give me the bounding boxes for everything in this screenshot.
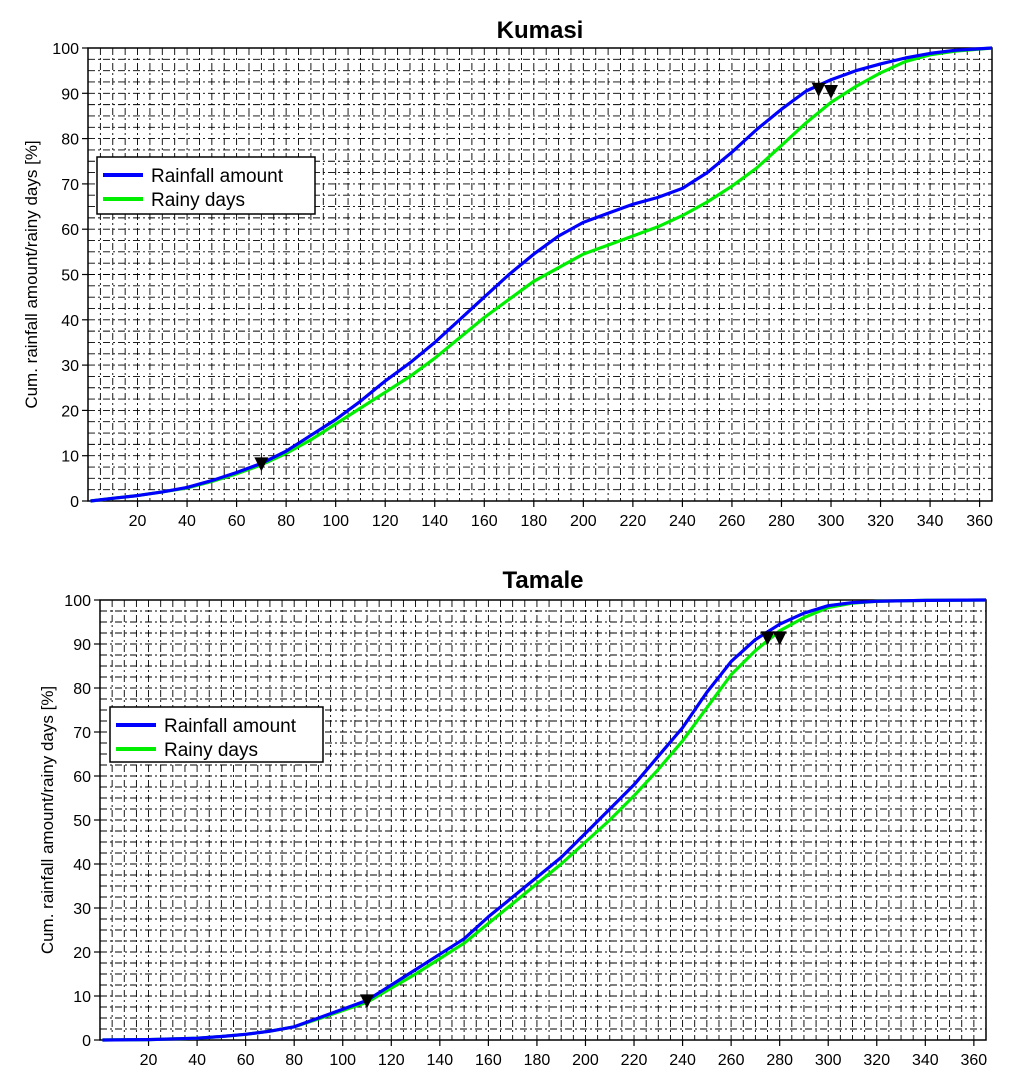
x-tick-label: 300 <box>818 513 845 530</box>
y-axis-label: Cum. rainfall amount/rainy days [%] <box>22 140 41 408</box>
x-tick-label: 280 <box>768 513 795 530</box>
y-tick-label: 100 <box>64 593 91 610</box>
x-tick-label: 200 <box>570 513 597 530</box>
x-tick-label: 120 <box>378 1052 405 1069</box>
y-tick-label: 100 <box>52 41 79 58</box>
x-tick-label: 80 <box>285 1052 303 1069</box>
x-tick-label: 360 <box>961 1052 988 1069</box>
y-tick-label: 10 <box>61 449 79 466</box>
marker-triangle <box>772 631 787 646</box>
y-tick-label: 40 <box>61 313 79 330</box>
x-tick-label: 280 <box>766 1052 793 1069</box>
x-tick-label: 40 <box>178 513 196 530</box>
y-tick-label: 0 <box>70 494 79 511</box>
x-tick-label: 20 <box>140 1052 158 1069</box>
y-tick-label: 90 <box>73 637 91 654</box>
y-tick-label: 0 <box>82 1033 91 1050</box>
chart-title: Kumasi <box>497 17 584 44</box>
x-tick-label: 60 <box>228 513 246 530</box>
chart-title: Tamale <box>503 567 584 594</box>
x-tick-label: 360 <box>966 513 993 530</box>
x-tick-label: 120 <box>372 513 399 530</box>
series-line-rainfall-amount <box>90 46 993 503</box>
x-tick-label: 260 <box>719 513 746 530</box>
x-tick-label: 40 <box>188 1052 206 1069</box>
marker-triangle <box>254 457 269 472</box>
marker-triangle <box>824 85 839 100</box>
x-tick-label: 20 <box>129 513 147 530</box>
x-tick-label: 140 <box>426 1052 453 1069</box>
x-tick-label: 340 <box>912 1052 939 1069</box>
x-tick-label: 160 <box>475 1052 502 1069</box>
x-tick-label: 180 <box>520 513 547 530</box>
y-tick-label: 10 <box>73 989 91 1006</box>
x-tick-label: 320 <box>867 513 894 530</box>
x-tick-label: 240 <box>669 1052 696 1069</box>
x-tick-label: 300 <box>815 1052 842 1069</box>
y-tick-label: 70 <box>61 177 79 194</box>
x-tick-label: 140 <box>421 513 448 530</box>
y-axis-label: Cum. rainfall amount/rainy days [%] <box>38 686 57 954</box>
x-tick-label: 180 <box>524 1052 551 1069</box>
legend-label: Rainy days <box>164 740 258 761</box>
y-tick-label: 50 <box>61 268 79 285</box>
legend-label: Rainfall amount <box>151 166 284 187</box>
y-tick-label: 40 <box>73 857 91 874</box>
x-tick-label: 200 <box>572 1052 599 1069</box>
x-tick-label: 220 <box>620 513 647 530</box>
legend-label: Rainy days <box>151 190 245 211</box>
x-tick-label: 340 <box>917 513 944 530</box>
x-tick-label: 80 <box>277 513 295 530</box>
marker-triangle <box>760 631 775 646</box>
x-tick-label: 100 <box>322 513 349 530</box>
x-tick-label: 240 <box>669 513 696 530</box>
y-tick-label: 80 <box>73 681 91 698</box>
y-tick-label: 60 <box>73 769 91 786</box>
x-tick-label: 260 <box>718 1052 745 1069</box>
y-tick-label: 30 <box>61 358 79 375</box>
legend-box <box>96 156 316 215</box>
y-tick-label: 60 <box>61 222 79 239</box>
x-tick-label: 60 <box>237 1052 255 1069</box>
y-tick-label: 20 <box>61 403 79 420</box>
y-tick-label: 30 <box>73 901 91 918</box>
marker-triangle <box>360 994 375 1009</box>
series-line-rainfall-amount <box>102 598 987 1042</box>
x-tick-label: 320 <box>863 1052 890 1069</box>
grid <box>100 600 986 1040</box>
x-tick-label: 100 <box>329 1052 356 1069</box>
y-tick-label: 70 <box>73 725 91 742</box>
marker-triangle <box>811 82 826 97</box>
y-tick-label: 80 <box>61 132 79 149</box>
y-tick-label: 90 <box>61 86 79 103</box>
grid <box>88 48 992 501</box>
legend-box <box>109 706 324 763</box>
x-tick-label: 160 <box>471 513 498 530</box>
y-tick-label: 50 <box>73 813 91 830</box>
x-tick-label: 220 <box>621 1052 648 1069</box>
y-tick-label: 20 <box>73 945 91 962</box>
legend-label: Rainfall amount <box>164 716 297 737</box>
